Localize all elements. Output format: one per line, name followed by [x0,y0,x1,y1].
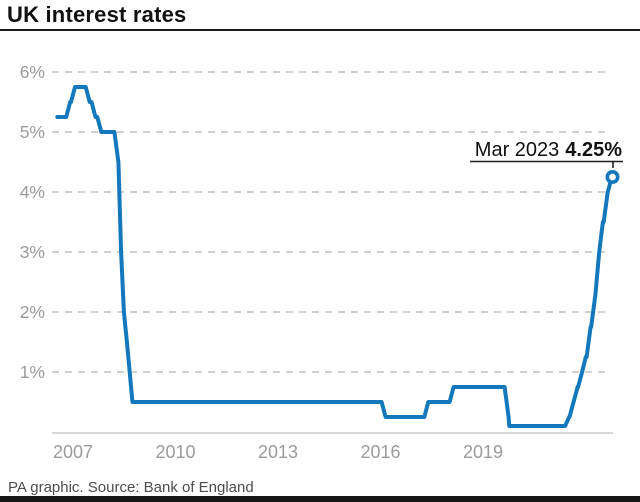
annotation-value: 4.25% [565,139,622,161]
y-axis-label: 3% [20,242,45,262]
rate-line [55,85,614,428]
source-credit: PA graphic. Source: Bank of England [8,479,254,496]
latest-value-annotation: Mar 2023 4.25% [470,139,623,168]
chart-plot-layer: 1% 2% 3% 4% 5% 6% 2007 2010 2013 2016 2019 [20,62,620,462]
annotation-date: Mar 2023 [475,139,560,161]
x-axis-label: 2007 [53,442,93,462]
y-axis-label: 5% [20,122,45,142]
x-axis-label: 2013 [258,442,298,462]
bottom-bar [0,496,640,502]
y-axis-label: 2% [20,302,45,322]
x-axis-label: 2019 [463,442,503,462]
y-axis-label: 6% [20,62,45,82]
x-axis-label: 2016 [361,442,401,462]
latest-point-marker [605,170,620,185]
annotation-text: Mar 2023 4.25% [475,139,622,161]
chart-title: UK interest rates [7,2,187,27]
y-axis-label: 4% [20,182,45,202]
title-divider [0,29,640,31]
x-axis-label: 2010 [155,442,195,462]
y-axis-label: 1% [20,362,45,382]
